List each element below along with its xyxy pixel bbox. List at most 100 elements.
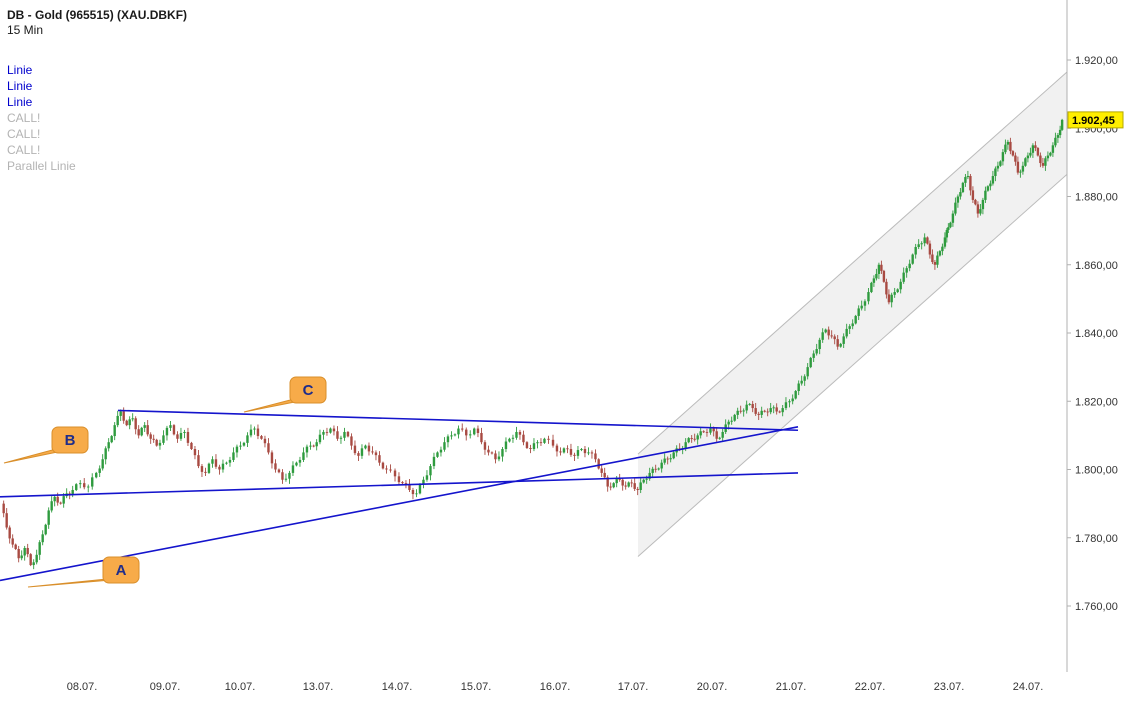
candle-body <box>914 247 917 255</box>
candle-body <box>149 434 152 439</box>
candle-body <box>678 448 681 450</box>
candle-body <box>566 448 569 450</box>
candle-body <box>860 305 863 309</box>
candle-body <box>155 439 158 446</box>
candle-body <box>702 431 705 433</box>
callout-box <box>289 376 327 404</box>
candle-body <box>763 410 766 412</box>
candle-body <box>745 404 748 411</box>
candle-body <box>439 449 443 453</box>
candle-body <box>228 459 232 463</box>
candle-body <box>8 527 11 539</box>
parallel-channel[interactable] <box>637 71 1067 557</box>
candle-body <box>298 459 302 463</box>
candle-body <box>162 435 165 443</box>
callout-a[interactable]: A <box>27 556 140 588</box>
candle-body <box>969 176 972 191</box>
legend-item-linie[interactable]: Linie <box>7 95 33 109</box>
candle-body <box>539 442 543 444</box>
candle-body <box>75 484 78 490</box>
candle-body <box>984 190 987 200</box>
candle-body <box>397 476 401 483</box>
trend-line-b[interactable] <box>0 472 799 498</box>
legend-item-linie[interactable]: Linie <box>7 63 33 77</box>
candle-body <box>1044 158 1047 166</box>
candle-body <box>905 268 908 273</box>
candle-body <box>5 513 8 528</box>
candle-body <box>742 410 745 412</box>
legend-item-call[interactable]: CALL! <box>7 111 41 125</box>
candle-body <box>854 315 857 324</box>
legend-item-linie[interactable]: Linie <box>7 79 33 93</box>
callout-c[interactable]: C <box>243 376 327 413</box>
candle-body <box>325 431 329 433</box>
candle-body <box>267 443 270 453</box>
candle-body <box>364 445 367 449</box>
candle-body <box>739 410 742 412</box>
legend-item-call[interactable]: CALL! <box>7 143 41 157</box>
candle-body <box>473 428 476 435</box>
trend-line-a[interactable] <box>0 426 799 582</box>
candle-body <box>29 554 32 566</box>
candle-body <box>709 428 712 433</box>
y-axis-label: 1.880,00 <box>1075 192 1118 204</box>
legend-item-parallel-linie[interactable]: Parallel Linie <box>7 159 76 173</box>
candle-body <box>62 496 65 504</box>
trend-line-c[interactable] <box>117 409 799 432</box>
y-axis-label: 1.760,00 <box>1075 601 1118 613</box>
candle-body <box>839 343 842 347</box>
candle-body <box>794 391 797 399</box>
candle-body <box>125 420 128 426</box>
candle-body <box>23 547 26 556</box>
candle-body <box>933 262 937 265</box>
candle-body <box>961 182 965 193</box>
candle-body <box>56 496 59 503</box>
candle-body <box>848 326 851 329</box>
y-axis-label: 1.820,00 <box>1075 396 1118 408</box>
callout-b[interactable]: B <box>3 426 89 464</box>
candle-body <box>947 227 950 230</box>
candle-body <box>284 478 288 480</box>
candle-body <box>928 243 932 255</box>
candle-body <box>1056 135 1060 138</box>
candle-body <box>41 534 44 543</box>
candle-body <box>926 237 929 244</box>
candle-body <box>555 445 559 452</box>
candle-body <box>590 452 594 454</box>
candle-body <box>71 489 74 495</box>
legend-item-call[interactable]: CALL! <box>7 127 41 141</box>
candle-body <box>32 562 35 566</box>
candle-body <box>14 544 17 550</box>
candle-body <box>1019 171 1022 173</box>
candle-body <box>757 413 760 415</box>
candle-body <box>908 263 911 269</box>
candle-body <box>800 380 803 384</box>
candle-body <box>429 466 432 476</box>
candle-body <box>551 439 555 446</box>
x-axis-label: 16.07. <box>540 681 571 693</box>
candle-body <box>134 418 137 430</box>
candle-body <box>235 446 239 453</box>
candle-body <box>165 427 169 436</box>
candle-body <box>260 436 263 439</box>
candle-body <box>1001 152 1005 162</box>
candle-body <box>594 453 597 460</box>
candle-body <box>152 438 155 440</box>
candle-body <box>660 462 663 469</box>
candle-body <box>336 431 339 439</box>
candle-body <box>119 411 122 416</box>
candle-body <box>936 255 939 265</box>
candle-body <box>971 190 975 200</box>
y-axis-label: 1.860,00 <box>1075 260 1118 272</box>
candle-body <box>751 403 754 409</box>
candle-body <box>803 376 806 381</box>
candle-body <box>87 486 90 488</box>
x-axis-label: 17.07. <box>618 681 649 693</box>
candle-body <box>654 468 657 470</box>
candle-body <box>501 449 504 457</box>
candle-body <box>515 431 518 438</box>
candle-body <box>956 196 960 203</box>
candle-body <box>696 435 699 440</box>
candle-body <box>893 292 896 295</box>
